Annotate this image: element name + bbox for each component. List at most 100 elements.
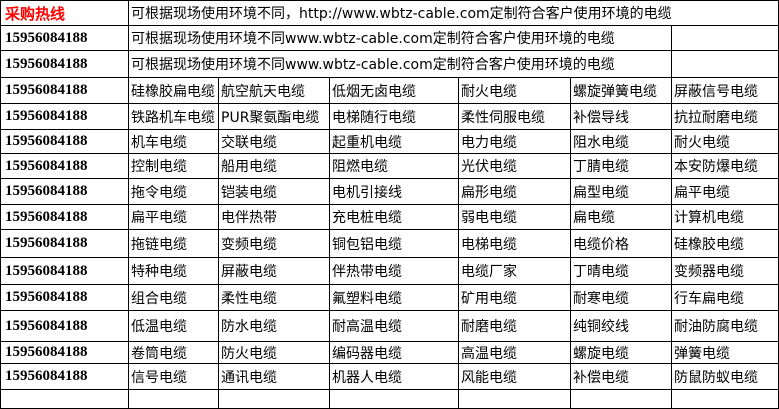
product-cell: 编码器电缆: [329, 341, 459, 364]
product-cell: 铁路机车电缆: [128, 103, 219, 130]
product-row: 15956084188 特种电缆 屏蔽电缆 伴热带电缆 电缆厂家 丁晴电缆 变频器电缆: [0, 257, 779, 285]
product-cell: 防鼠防蚁电缆: [671, 363, 779, 390]
product-cell: 氟塑料电缆: [329, 284, 459, 311]
product-row: 15956084188 硅橡胶扁电缆 航空航天电缆 低烟无卤电缆 耐火电缆 螺旋弹簧电缆屏…: [0, 77, 779, 104]
product-cell: 扁电缆: [570, 204, 672, 230]
product-cell: 纯铜绞线: [570, 310, 672, 342]
product-cell: 电力电缆: [458, 129, 571, 154]
product-cell: 航空航天电缆: [218, 77, 330, 104]
product-cell: 硅橡胶电缆: [671, 229, 779, 258]
intro-text: 可根据现场使用环境不同www.wbtz-cable.com定制符合客户使用环境的…: [128, 50, 672, 78]
phone-number: 15956084188: [0, 284, 129, 311]
product-cell: 柔性电缆: [218, 284, 330, 311]
product-cell: 阻水电缆: [570, 129, 672, 154]
product-cell: 信号电缆: [128, 363, 219, 390]
product-cell: 补偿导线: [570, 103, 672, 130]
product-cell: 耐高温电缆: [329, 310, 459, 342]
product-row: 15956084188 拖链电缆 变频电缆 铜包铝电缆 电梯电缆 电缆价格 硅橡胶电缆: [0, 229, 779, 258]
product-cell: 螺旋弹簧电缆: [570, 77, 672, 104]
empty-cell: [128, 389, 219, 409]
product-cell: 通讯电缆: [218, 363, 330, 390]
product-cell: 电缆厂家: [458, 257, 571, 285]
product-cell: 抗拉耐磨电缆: [671, 103, 779, 130]
product-cell: 耐火电缆: [671, 129, 779, 154]
product-cell: 防水电缆: [218, 310, 330, 342]
empty-cell: [218, 389, 330, 409]
header-description: 可根据现场使用环境不同，http://www.wbtz-cable.com定制符…: [128, 0, 779, 26]
phone-number: 15956084188: [0, 341, 129, 364]
product-cell: 硅橡胶扁电缆: [128, 77, 219, 104]
phone-number: 15956084188: [0, 103, 129, 130]
product-row: 15956084188 扁平电缆 电伴热带 充电桩电缆 弱电电缆 扁电缆 计算机电缆: [0, 204, 779, 230]
product-cell: 扁型电缆: [570, 178, 672, 205]
product-cell: 组合电缆: [128, 284, 219, 311]
empty-row: [0, 389, 779, 409]
phone-number: 15956084188: [0, 204, 129, 230]
phone-number: 15956084188: [0, 178, 129, 205]
product-cell: 防火电缆: [218, 341, 330, 364]
product-cell: 光伏电缆: [458, 153, 571, 179]
product-cell: 扁形电缆: [458, 178, 571, 205]
product-cell: 丁腈电缆: [570, 153, 672, 179]
product-cell: 矿用电缆: [458, 284, 571, 311]
phone-number: 15956084188: [0, 257, 129, 285]
product-cell: 柔性伺服电缆: [458, 103, 571, 130]
product-cell: 铜包铝电缆: [329, 229, 459, 258]
product-cell: 机车电缆: [128, 129, 219, 154]
product-row: 15956084188 信号电缆 通讯电缆 机器人电缆 风能电缆 补偿电缆 防鼠防蚁电缆: [0, 363, 779, 390]
empty-cell: [671, 25, 779, 51]
empty-cell: [671, 50, 779, 78]
product-cell: 丁晴电缆: [570, 257, 672, 285]
phone-number: 15956084188: [0, 50, 129, 78]
product-cell: 拖令电缆: [128, 178, 219, 205]
empty-cell: [0, 389, 129, 409]
product-cell: 控制电缆: [128, 153, 219, 179]
product-cell: 电机引接线: [329, 178, 459, 205]
product-row: 15956084188 卷筒电缆 防火电缆 编码器电缆 高温电缆 螺旋电缆 弹簧电缆: [0, 341, 779, 364]
empty-cell: [570, 389, 672, 409]
product-cell: 耐磨电缆: [458, 310, 571, 342]
product-cell: 变频电缆: [218, 229, 330, 258]
product-cell: 充电桩电缆: [329, 204, 459, 230]
product-cell: 船用电缆: [218, 153, 330, 179]
product-cell: 扁平电缆: [128, 204, 219, 230]
phone-number: 15956084188: [0, 129, 129, 154]
product-cell: 机器人电缆: [329, 363, 459, 390]
intro-text: 可根据现场使用环境不同www.wbtz-cable.com定制符合客户使用环境的…: [128, 25, 672, 51]
product-row: 15956084188 控制电缆 船用电缆 阻燃电缆 光伏电缆 丁腈电缆 本安防爆电缆: [0, 153, 779, 179]
product-cell: 耐火电缆: [458, 77, 571, 104]
product-cell: 低温电缆: [128, 310, 219, 342]
phone-number: 15956084188: [0, 25, 129, 51]
phone-number: 15956084188: [0, 310, 129, 342]
phone-number: 15956084188: [0, 153, 129, 179]
product-cell: 电伴热带: [218, 204, 330, 230]
product-row: 15956084188 机车电缆 交联电缆 起重机电缆 电力电缆 阻水电缆 耐火电缆: [0, 129, 779, 154]
product-cell: PUR聚氨酯电缆: [218, 103, 330, 130]
empty-cell: [458, 389, 571, 409]
product-cell: 屏蔽电缆: [218, 257, 330, 285]
intro-row: 15956084188 可根据现场使用环境不同www.wbtz-cable.co…: [0, 25, 779, 51]
header-row: 采购热线 可根据现场使用环境不同，http://www.wbtz-cable.c…: [0, 0, 779, 26]
product-cell: 卷筒电缆: [128, 341, 219, 364]
product-cell: 电缆价格: [570, 229, 672, 258]
product-row: 15956084188 铁路机车电缆 PUR聚氨酯电缆 电梯随行电缆 柔性伺服电缆 补偿导…: [0, 103, 779, 130]
product-cell: 电梯电缆: [458, 229, 571, 258]
phone-number: 15956084188: [0, 77, 129, 104]
product-cell: 变频器电缆: [671, 257, 779, 285]
product-cell: 弱电电缆: [458, 204, 571, 230]
product-cell: 耐寒电缆: [570, 284, 672, 311]
product-cell: 低烟无卤电缆: [329, 77, 459, 104]
product-row: 15956084188 拖令电缆 铠装电缆 电机引接线 扁形电缆 扁型电缆 扁平电缆: [0, 178, 779, 205]
product-row: 15956084188 组合电缆 柔性电缆 氟塑料电缆 矿用电缆 耐寒电缆 行车扁电缆: [0, 284, 779, 311]
product-cell: 弹簧电缆: [671, 341, 779, 364]
product-cell: 高温电缆: [458, 341, 571, 364]
product-cell: 铠装电缆: [218, 178, 330, 205]
product-cell: 耐油防腐电缆: [671, 310, 779, 342]
product-cell: 补偿电缆: [570, 363, 672, 390]
product-cell: 电梯随行电缆: [329, 103, 459, 130]
product-cell: 计算机电缆: [671, 204, 779, 230]
phone-number: 15956084188: [0, 229, 129, 258]
intro-row: 15956084188 可根据现场使用环境不同www.wbtz-cable.co…: [0, 50, 779, 78]
product-cell: 行车扁电缆: [671, 284, 779, 311]
